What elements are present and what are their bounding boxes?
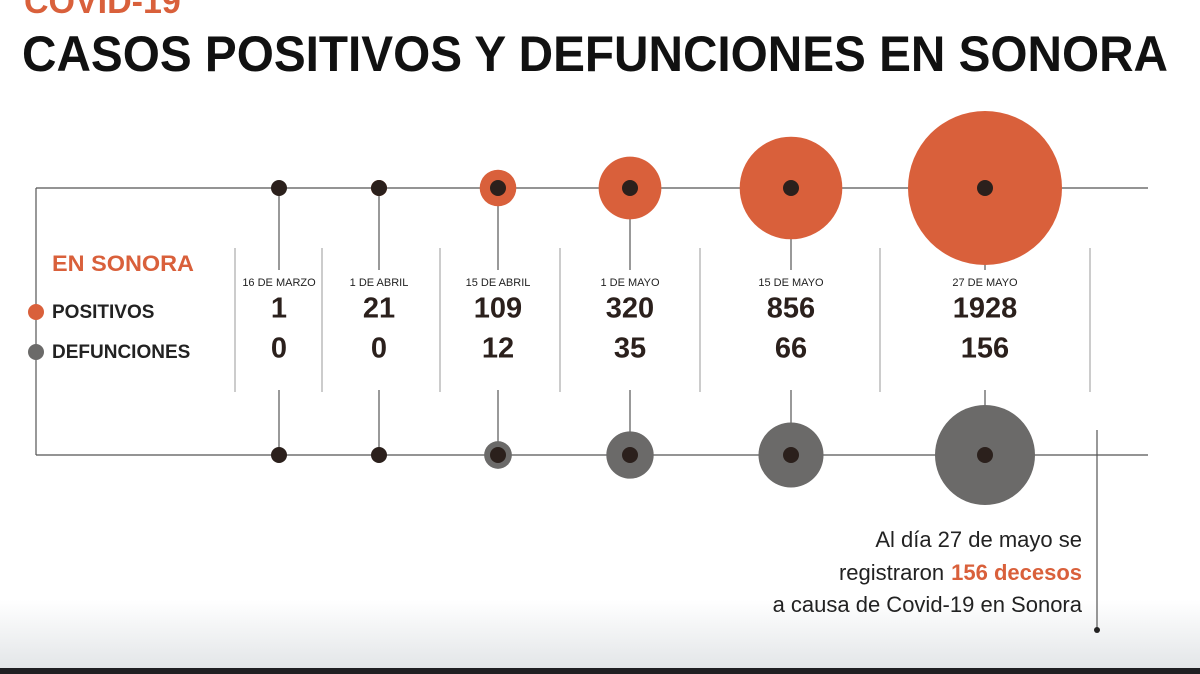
value-label: 109: [474, 293, 522, 325]
center-dot: [622, 447, 638, 463]
center-dot: [490, 180, 506, 196]
bottom-fade: [0, 600, 1200, 668]
value-label: 35: [614, 333, 646, 365]
center-dot: [783, 447, 799, 463]
center-dot: [783, 180, 799, 196]
legend-dot: [28, 344, 44, 360]
kicker: COVID-19: [24, 0, 181, 21]
center-dot: [977, 447, 993, 463]
value-label: 21: [363, 293, 395, 325]
legend-title: EN SONORA: [52, 251, 194, 276]
value-label: 1928: [953, 293, 1018, 325]
center-dot: [977, 180, 993, 196]
center-dot: [371, 180, 387, 196]
center-dot: [371, 447, 387, 463]
date-label: 1 DE ABRIL: [350, 277, 409, 289]
value-label: 0: [371, 333, 387, 365]
leader-dot: [1094, 627, 1100, 633]
center-dot: [490, 447, 506, 463]
date-label: 16 DE MARZO: [242, 277, 316, 289]
center-dot: [271, 180, 287, 196]
value-label: 0: [271, 333, 287, 365]
value-label: 12: [482, 333, 514, 365]
annotation-line: a causa de Covid-19 en Sonora: [773, 592, 1083, 617]
legend-label: POSITIVOS: [52, 302, 154, 323]
legend-dot: [28, 304, 44, 320]
value-label: 1: [271, 293, 287, 325]
value-label: 856: [767, 293, 815, 325]
center-dot: [622, 180, 638, 196]
value-label: 320: [606, 293, 654, 325]
annotation-line: registraron 156 decesos: [839, 560, 1082, 585]
value-label: 66: [775, 333, 807, 365]
date-label: 27 DE MAYO: [952, 277, 1018, 289]
date-label: 15 DE ABRIL: [466, 277, 531, 289]
annotation-highlight: 156 decesos: [951, 560, 1082, 585]
annotation-text: registraron: [839, 560, 944, 585]
value-label: 156: [961, 333, 1009, 365]
legend-label: DEFUNCIONES: [52, 342, 190, 363]
bottom-band: [0, 668, 1200, 674]
chart-title: CASOS POSITIVOS Y DEFUNCIONES EN SONORA: [22, 26, 1168, 82]
date-label: 1 DE MAYO: [600, 277, 660, 289]
annotation-line: Al día 27 de mayo se: [875, 527, 1082, 552]
center-dot: [271, 447, 287, 463]
date-label: 15 DE MAYO: [758, 277, 824, 289]
